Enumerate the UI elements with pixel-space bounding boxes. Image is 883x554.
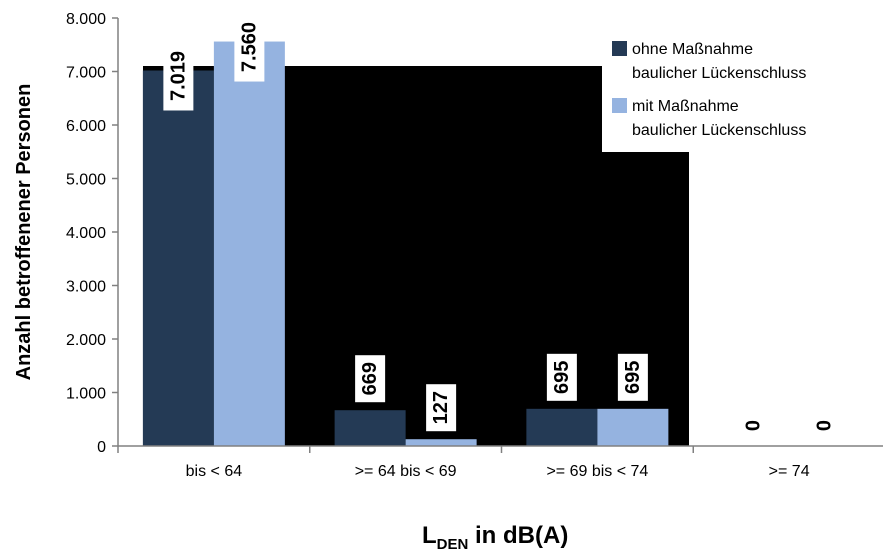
x-axis-title: LDEN in dB(A) [422,522,568,553]
legend-swatch-mit [612,98,627,113]
y-tick-label: 6.000 [66,118,106,135]
legend-mit-line1: mit Maßnahme [632,98,739,115]
data-label: 695 [622,361,644,394]
bar [597,408,669,446]
x-category-label: >= 74 [769,463,810,480]
data-label-box [546,353,577,401]
data-label-box [163,41,194,111]
y-tick-label: 5.000 [66,172,106,189]
data-label-box [426,384,457,432]
y-tick-label: 4.000 [66,225,106,242]
bar [405,439,477,446]
y-tick-label: 2.000 [66,332,106,349]
data-label: 7.019 [167,51,189,101]
legend-box [602,30,880,152]
data-label-box [738,413,769,438]
legend-ohne-line1: ohne Maßnahme [632,41,753,58]
data-label: 0 [743,420,765,431]
y-axis-title: Anzahl betroffenener Personen [13,84,35,381]
y-tick-label: 7.000 [66,65,106,82]
bar [334,410,406,446]
legend-ohne-line2: baulicher Lückenschluss [632,65,806,82]
data-label: 0 [814,420,836,431]
data-label-box [617,353,648,401]
x-category-label: >= 69 bis < 74 [546,463,648,480]
y-tick-label: 1.000 [66,386,106,403]
bar [213,41,285,446]
y-tick-label: 0 [97,439,106,456]
data-label: 669 [359,362,381,395]
data-label: 7.560 [238,22,260,72]
data-label: 695 [551,361,573,394]
bar [142,70,214,447]
data-label-box [809,413,840,438]
legend: ohne Maßnahme baulicher Lückenschluss mi… [612,41,806,139]
legend-mit-line2: baulicher Lückenschluss [632,122,806,139]
y-tick-label: 8.000 [66,11,106,28]
x-category-label: bis < 64 [186,463,243,480]
y-tick-label: 3.000 [66,279,106,296]
data-label-box [234,12,265,82]
data-label: 127 [430,391,452,424]
bar [526,408,598,446]
x-category-label: >= 64 bis < 69 [355,463,457,480]
data-label-box [355,355,386,403]
legend-swatch-ohne [612,41,627,56]
